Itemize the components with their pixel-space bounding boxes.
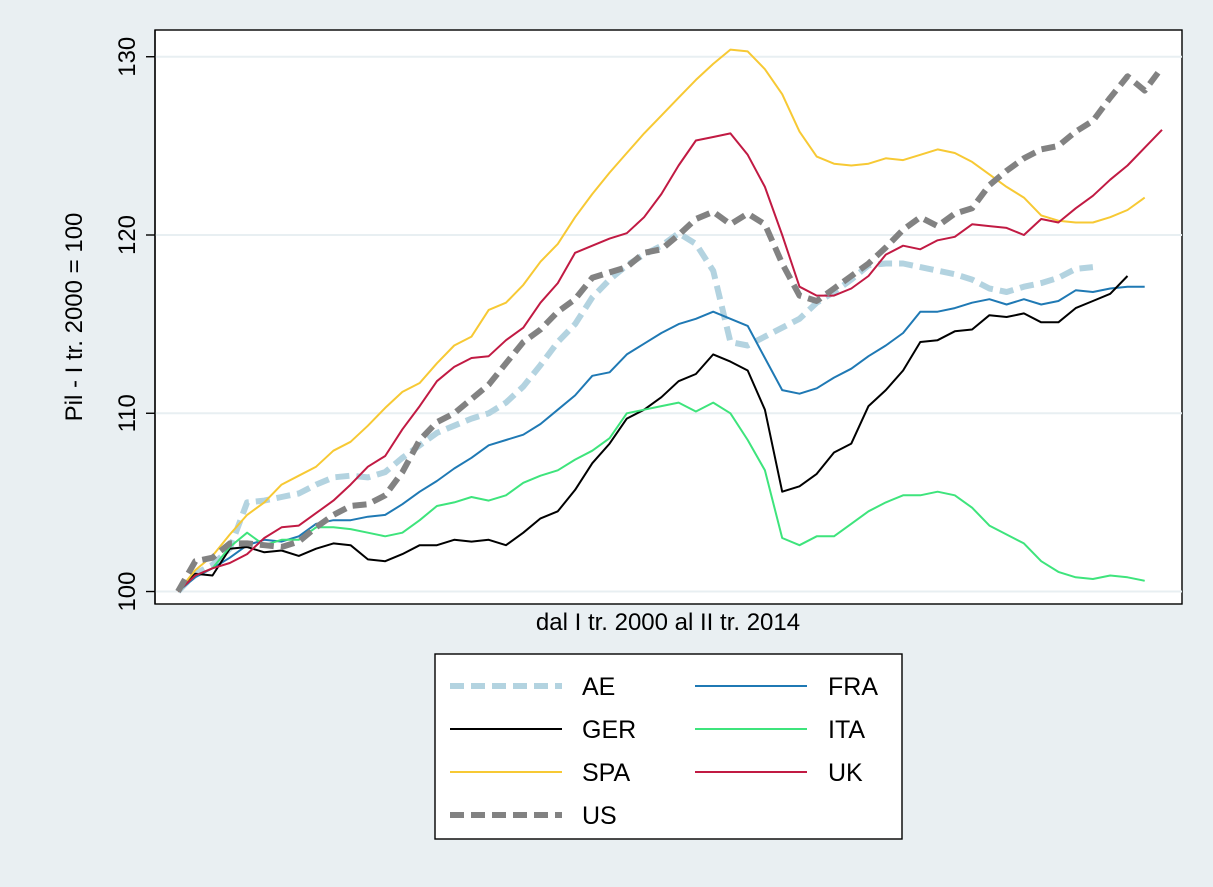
y-axis-label: Pil - I tr. 2000 = 100 [61,213,88,422]
legend-label-us: US [582,802,617,830]
series-lines [175,48,1165,594]
series-line-spa [177,48,1146,593]
y-tick-label: 130 [114,37,141,77]
y-tick-label: 120 [114,215,141,255]
legend-label-spa: SPA [582,759,630,787]
y-tick-label: 100 [114,571,141,611]
legend-entries: AE FRA GER ITA SPA UK US [450,673,878,830]
legend-label-ae: AE [582,673,615,701]
legend-label-ger: GER [582,716,636,744]
series-line-uk [177,129,1163,593]
series-line-ger [177,275,1129,593]
y-ticks: 100 110 120 130 [114,37,155,612]
legend-label-fra: FRA [828,673,878,701]
series-line-ita [177,401,1145,593]
series-line-us [175,65,1165,593]
grid-lines [155,55,1182,593]
legend [434,653,903,840]
series-line-fra [177,285,1145,593]
legend-label-ita: ITA [828,716,865,744]
y-tick-label: 110 [114,394,141,432]
legend-label-uk: UK [828,759,863,787]
x-axis-label: dal I tr. 2000 al II tr. 2014 [536,609,800,636]
